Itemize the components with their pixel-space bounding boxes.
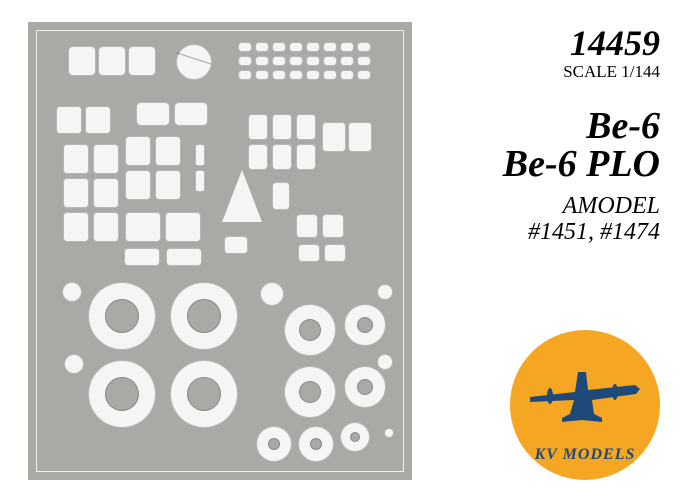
mask-shape <box>63 178 89 208</box>
mask-shape <box>93 144 119 174</box>
mask-shape <box>165 212 201 242</box>
mask-shape <box>255 56 269 66</box>
mask-shape <box>238 56 252 66</box>
mask-shape <box>166 248 202 266</box>
mask-shape <box>174 102 208 126</box>
mask-shape <box>296 114 316 140</box>
mask-shape <box>296 214 318 238</box>
logo-text: KV MODELS <box>510 446 660 464</box>
mask-shape <box>323 56 337 66</box>
mask-shape <box>248 144 268 170</box>
mask-shape <box>93 212 119 242</box>
mask-shape <box>357 42 371 52</box>
logo-circle: KV MODELS <box>510 330 660 480</box>
mask-shape <box>348 122 372 152</box>
mask-shape <box>63 212 89 242</box>
mask-shape <box>289 42 303 52</box>
mask-shape <box>340 42 354 52</box>
scale-label: SCALE 1/144 <box>430 62 660 82</box>
mask-shape <box>272 114 292 140</box>
mask-shape <box>155 136 181 166</box>
mask-shape <box>296 144 316 170</box>
mask-circle <box>260 282 284 306</box>
mask-shape <box>136 102 170 126</box>
mask-circle <box>384 428 394 438</box>
mask-shape <box>272 70 286 80</box>
mask-ring <box>256 426 292 462</box>
mask-shape <box>85 106 111 134</box>
mask-ring <box>284 366 336 418</box>
mask-shape <box>272 42 286 52</box>
mask-shape <box>289 70 303 80</box>
mask-triangle <box>222 170 262 222</box>
mask-shape <box>93 178 119 208</box>
mask-shape <box>248 114 268 140</box>
mask-shape <box>255 70 269 80</box>
mask-shape <box>323 70 337 80</box>
mask-shape <box>128 46 156 76</box>
mask-shape <box>289 56 303 66</box>
kit-brand: AMODEL <box>430 192 660 221</box>
mask-shape <box>155 170 181 200</box>
mask-ring <box>344 366 386 408</box>
mask-shape <box>306 56 320 66</box>
mask-ring <box>344 304 386 346</box>
mask-shape <box>63 144 89 174</box>
plane-icon <box>520 352 650 432</box>
mask-shape <box>98 46 126 76</box>
mask-shape <box>125 212 161 242</box>
model-name-1: Be-6 <box>430 106 660 148</box>
mask-shape <box>357 56 371 66</box>
mask-circle <box>64 354 84 374</box>
mask-shape <box>272 144 292 170</box>
mask-sheet-frame <box>28 22 412 480</box>
mask-shape <box>322 214 344 238</box>
mask-ring <box>298 426 334 462</box>
mask-ring <box>170 360 238 428</box>
mask-shape <box>195 144 205 166</box>
mask-shape <box>195 170 205 192</box>
mask-ring <box>88 282 156 350</box>
mask-ring <box>88 360 156 428</box>
mask-shape <box>68 46 96 76</box>
mask-ring <box>340 422 370 452</box>
mask-shape <box>255 42 269 52</box>
mask-shape <box>272 56 286 66</box>
mask-shape <box>322 122 346 152</box>
mask-shape <box>323 42 337 52</box>
mask-shape <box>272 182 290 210</box>
info-panel: 14459 SCALE 1/144 Be-6 Be-6 PLO AMODEL #… <box>430 22 660 480</box>
mask-shape <box>306 70 320 80</box>
mask-shape <box>357 70 371 80</box>
mask-shape <box>238 42 252 52</box>
mask-shape <box>125 136 151 166</box>
model-name-2: Be-6 PLO <box>430 144 660 186</box>
mask-circle <box>62 282 82 302</box>
mask-shape <box>324 244 346 262</box>
mask-shape <box>56 106 82 134</box>
mask-circle <box>377 354 393 370</box>
mask-circle <box>377 284 393 300</box>
kit-numbers: #1451, #1474 <box>430 218 660 247</box>
mask-shape <box>224 236 248 254</box>
mask-shape <box>125 170 151 200</box>
mask-ring <box>170 282 238 350</box>
product-number: 14459 <box>430 22 660 64</box>
mask-ring <box>284 304 336 356</box>
mask-shape <box>340 56 354 66</box>
product-card: 14459 SCALE 1/144 Be-6 Be-6 PLO AMODEL #… <box>0 0 680 503</box>
brand-logo: KV MODELS <box>510 330 660 480</box>
mask-shape <box>124 248 160 266</box>
mask-shape <box>306 42 320 52</box>
mask-shape <box>340 70 354 80</box>
mask-shape <box>238 70 252 80</box>
mask-shape <box>298 244 320 262</box>
